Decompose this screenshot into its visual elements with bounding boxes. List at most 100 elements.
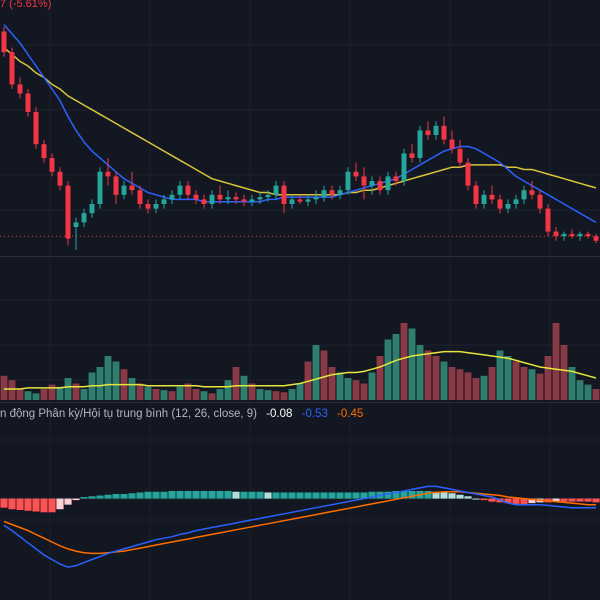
candle[interactable]: [249, 194, 255, 207]
candle[interactable]: [25, 89, 31, 117]
macd-histogram-bar[interactable]: [464, 496, 472, 499]
volume-bar[interactable]: [192, 389, 200, 400]
volume-bar[interactable]: [136, 383, 144, 401]
volume-bar[interactable]: [544, 356, 552, 400]
macd-histogram-bar[interactable]: [216, 490, 224, 499]
candle[interactable]: [521, 185, 527, 204]
candle[interactable]: [1, 26, 7, 57]
macd-histogram-bar[interactable]: [368, 491, 376, 499]
volume-bar[interactable]: [48, 384, 56, 400]
volume-panel[interactable]: [0, 323, 600, 401]
candle[interactable]: [489, 185, 495, 204]
volume-bar[interactable]: [528, 369, 536, 400]
volume-bar[interactable]: [488, 367, 496, 400]
candle[interactable]: [329, 185, 335, 200]
candle[interactable]: [593, 233, 599, 244]
candle[interactable]: [177, 181, 183, 200]
volume-bar[interactable]: [536, 373, 544, 400]
macd-histogram-bar[interactable]: [40, 498, 48, 513]
macd-histogram-bar[interactable]: [304, 492, 312, 499]
macd-histogram-bar[interactable]: [96, 495, 104, 499]
volume-bar[interactable]: [584, 384, 592, 400]
volume-bar[interactable]: [144, 386, 152, 400]
candle[interactable]: [185, 181, 191, 200]
volume-bar[interactable]: [80, 389, 88, 400]
macd-histogram-bar[interactable]: [240, 491, 248, 499]
candle[interactable]: [57, 167, 63, 191]
candle[interactable]: [81, 208, 87, 227]
macd-histogram-bar[interactable]: [440, 492, 448, 499]
candle[interactable]: [145, 199, 151, 214]
macd-histogram-bar[interactable]: [592, 498, 600, 503]
volume-bar[interactable]: [152, 389, 160, 400]
volume-bar[interactable]: [64, 378, 72, 400]
volume-bar[interactable]: [16, 389, 24, 400]
macd-histogram-bar[interactable]: [48, 498, 56, 513]
candle[interactable]: [505, 199, 511, 214]
macd-histogram-bar[interactable]: [512, 498, 520, 504]
volume-bar[interactable]: [208, 393, 216, 400]
macd-histogram-bar[interactable]: [136, 492, 144, 499]
macd-histogram-bar[interactable]: [576, 498, 584, 502]
volume-bar[interactable]: [184, 383, 192, 401]
volume-bar[interactable]: [504, 356, 512, 400]
volume-bar[interactable]: [592, 389, 600, 400]
candle[interactable]: [433, 121, 439, 140]
volume-bar[interactable]: [472, 378, 480, 400]
macd-histogram-bar[interactable]: [144, 491, 152, 499]
candle[interactable]: [313, 190, 319, 204]
volume-bar[interactable]: [176, 386, 184, 400]
candle[interactable]: [137, 185, 143, 209]
volume-bar[interactable]: [160, 390, 168, 400]
candle[interactable]: [49, 153, 55, 177]
macd-histogram-bar[interactable]: [320, 492, 328, 499]
macd-histogram-bar[interactable]: [88, 496, 96, 499]
candle[interactable]: [209, 190, 215, 209]
macd-histogram-bar[interactable]: [200, 490, 208, 499]
volume-bar[interactable]: [224, 380, 232, 400]
macd-histogram-bar[interactable]: [568, 498, 576, 502]
macd-histogram-bar[interactable]: [224, 490, 232, 499]
candle[interactable]: [401, 148, 407, 186]
macd-histogram-bar[interactable]: [232, 491, 240, 499]
volume-bar[interactable]: [400, 323, 408, 400]
volume-bar[interactable]: [360, 383, 368, 401]
macd-histogram-bar[interactable]: [120, 494, 128, 499]
candle[interactable]: [473, 181, 479, 209]
candle[interactable]: [113, 171, 119, 204]
candle[interactable]: [297, 194, 303, 204]
candle[interactable]: [193, 190, 199, 204]
candle[interactable]: [225, 190, 231, 204]
macd-histogram-bar[interactable]: [328, 492, 336, 499]
macd-histogram-bar[interactable]: [344, 492, 352, 499]
volume-bar[interactable]: [464, 372, 472, 401]
macd-histogram-bar[interactable]: [528, 498, 536, 504]
macd-histogram-bar[interactable]: [104, 494, 112, 499]
candle[interactable]: [33, 107, 39, 149]
macd-histogram-bar[interactable]: [152, 491, 160, 499]
volume-bar[interactable]: [200, 391, 208, 400]
volume-bar[interactable]: [480, 375, 488, 400]
macd-histogram-bar[interactable]: [384, 491, 392, 499]
candle[interactable]: [585, 231, 591, 239]
macd-histogram-bar[interactable]: [456, 494, 464, 499]
candle[interactable]: [105, 158, 111, 186]
volume-bar[interactable]: [288, 389, 296, 400]
macd-histogram-bar[interactable]: [168, 490, 176, 499]
volume-bar[interactable]: [368, 372, 376, 401]
candle[interactable]: [513, 194, 519, 209]
volume-bar[interactable]: [240, 375, 248, 400]
macd-histogram-bar[interactable]: [184, 490, 192, 499]
volume-bar[interactable]: [320, 350, 328, 401]
volume-bar[interactable]: [32, 393, 40, 400]
price-panel[interactable]: [0, 24, 600, 250]
macd-histogram-bar[interactable]: [32, 498, 40, 512]
candle[interactable]: [361, 167, 367, 200]
candle[interactable]: [417, 125, 423, 163]
candle[interactable]: [289, 194, 295, 209]
candle[interactable]: [369, 176, 375, 195]
volume-bar[interactable]: [40, 389, 48, 400]
macd-histogram-bar[interactable]: [296, 492, 304, 499]
macd-histogram-bar[interactable]: [272, 492, 280, 499]
candle[interactable]: [457, 139, 463, 168]
